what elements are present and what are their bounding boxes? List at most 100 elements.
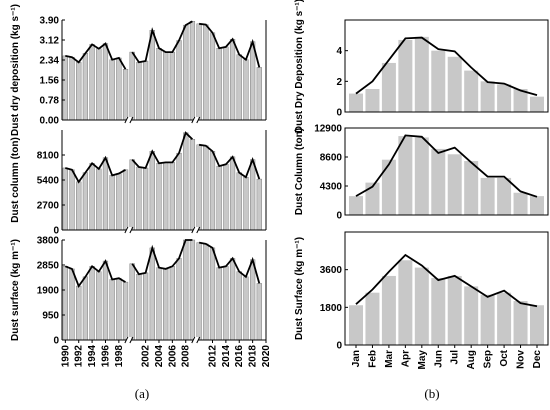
bar xyxy=(497,177,512,215)
bar xyxy=(530,305,544,345)
plot-frame xyxy=(344,231,549,346)
y-axis-title: Dust column (ton) xyxy=(10,137,21,223)
y-tick-label: 8100 xyxy=(37,151,60,162)
bar xyxy=(216,267,222,341)
series-line xyxy=(65,42,127,70)
bar xyxy=(109,59,115,121)
y-tick-label: 0 xyxy=(53,336,59,347)
bar xyxy=(398,260,413,345)
bar xyxy=(381,275,396,345)
axis-break-mark xyxy=(191,226,196,234)
panel-label-b: (b) xyxy=(424,386,439,401)
bar xyxy=(136,166,142,231)
axis-break-mark xyxy=(191,336,196,344)
bar xyxy=(447,275,462,345)
axis-break-mask xyxy=(193,337,199,343)
bar xyxy=(69,56,75,121)
x-tick-label: 2004 xyxy=(154,345,165,368)
bar xyxy=(243,276,249,341)
y-tick-label: 4 xyxy=(336,46,342,57)
bar xyxy=(189,239,196,341)
bar xyxy=(256,67,262,121)
y-axis-title: Dust surface (kg m⁻¹) xyxy=(10,239,21,341)
axis-break-mask xyxy=(193,117,199,123)
y-axis-title: Dust Dry Deposition (kg s⁻¹) xyxy=(294,0,305,133)
bar xyxy=(89,44,95,121)
series-line xyxy=(355,253,538,308)
bar xyxy=(216,48,222,121)
bar xyxy=(431,148,446,215)
bar xyxy=(349,305,363,345)
bar xyxy=(169,266,175,341)
bar xyxy=(76,181,82,231)
y-tick-label: 0 xyxy=(53,226,59,237)
bar xyxy=(156,163,162,231)
bar xyxy=(136,62,142,121)
y-tick-label: 12900 xyxy=(314,124,342,135)
x-tick-label: 2018 xyxy=(248,345,259,368)
bar xyxy=(250,159,256,231)
y-tick-label: 0.00 xyxy=(40,116,60,127)
bar xyxy=(102,260,109,341)
bar xyxy=(69,169,75,231)
axis-break-mark xyxy=(129,226,134,234)
bar xyxy=(169,51,175,121)
panel-label-a: (a) xyxy=(135,386,149,401)
bar xyxy=(530,196,544,215)
series-line xyxy=(355,134,538,198)
axis-break-mark xyxy=(124,336,129,344)
bar xyxy=(414,267,429,345)
bar xyxy=(349,93,363,112)
bar xyxy=(513,192,528,215)
bar xyxy=(229,258,236,341)
bar xyxy=(69,268,75,341)
annual-plot-2: 0 2700 5400 8100 Dust column (ton) xyxy=(10,130,267,237)
bar xyxy=(513,301,528,345)
bar xyxy=(497,292,512,345)
axis-break-mark xyxy=(196,226,201,234)
bar xyxy=(431,278,446,345)
bar xyxy=(447,154,462,215)
y-tick-label: 3800 xyxy=(37,236,60,247)
bar xyxy=(149,30,155,121)
bar xyxy=(129,51,135,121)
x-tick-label: 2008 xyxy=(181,345,192,368)
bar xyxy=(365,292,380,345)
bar xyxy=(236,54,242,121)
bar xyxy=(82,53,89,121)
bar xyxy=(76,62,82,121)
bar xyxy=(149,151,155,231)
y-tick-label: 8600 xyxy=(320,153,343,164)
bar xyxy=(464,70,479,112)
y-tick-label: 2700 xyxy=(37,201,60,212)
bar xyxy=(96,168,102,231)
bar xyxy=(163,268,169,341)
bar xyxy=(176,152,182,231)
bar xyxy=(76,285,82,341)
axis-break-mark xyxy=(191,116,196,124)
bar xyxy=(243,177,249,231)
y-tick-label: 1800 xyxy=(320,303,343,314)
bar xyxy=(122,69,129,121)
bar xyxy=(82,172,89,231)
series-line xyxy=(131,20,193,64)
y-tick-label: 0 xyxy=(336,341,342,352)
bar xyxy=(236,172,242,231)
bar xyxy=(143,167,149,231)
x-tick-label: 1996 xyxy=(100,345,111,368)
y-tick-label: 5400 xyxy=(37,176,60,187)
bar xyxy=(156,267,162,341)
x-tick-label: Nov xyxy=(516,350,527,369)
y-axis-title: Dust dry deposition (kg s⁻¹) xyxy=(10,4,21,136)
y-tick-label: 3600 xyxy=(320,265,343,276)
bar xyxy=(229,156,236,231)
bar xyxy=(229,39,236,121)
x-tick-label: 2020 xyxy=(261,345,272,368)
x-tick-label: 2002 xyxy=(141,345,152,368)
axis-break-mask xyxy=(193,227,199,233)
bar xyxy=(203,243,209,341)
x-tick-label: Apr xyxy=(400,350,411,367)
bar xyxy=(256,178,262,231)
bar xyxy=(414,36,429,112)
x-tick-label: Aug xyxy=(466,350,477,369)
